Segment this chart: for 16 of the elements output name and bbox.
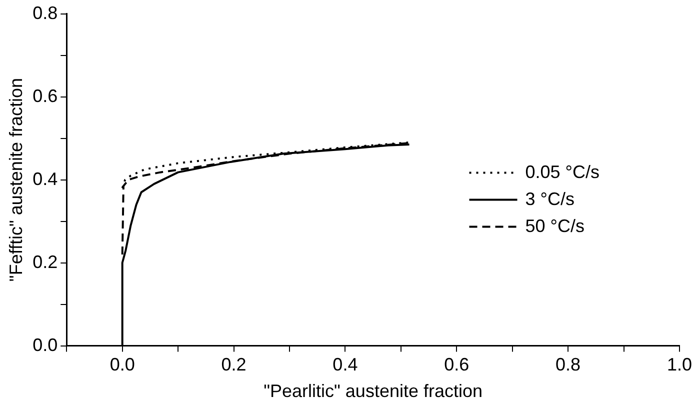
y-tick-label: 0.4 — [32, 168, 58, 189]
y-tick-label: 0.8 — [32, 2, 58, 23]
x-tick-label: 0.4 — [332, 354, 358, 375]
y-tick-label: 0.6 — [32, 86, 58, 106]
legend-label: 50 °C/s — [525, 216, 584, 236]
legend-label: 3 °C/s — [525, 188, 574, 209]
x-tick-label: 0.8 — [556, 354, 581, 375]
legend-label: 0.05 °C/s — [525, 162, 600, 182]
x-tick-label: 0.6 — [444, 354, 470, 375]
x-tick-label: 0.2 — [221, 354, 246, 375]
x-axis-title: "Pearlitic" austenite fraction — [264, 381, 482, 402]
y-tick-label: 0.2 — [32, 252, 58, 272]
x-tick-label: 0.0 — [110, 354, 135, 375]
y-tick-label: 0.0 — [32, 334, 58, 355]
y-axis-title: "Fefftic" austenite fraction — [6, 78, 26, 282]
x-tick-label: 1.0 — [666, 354, 692, 375]
